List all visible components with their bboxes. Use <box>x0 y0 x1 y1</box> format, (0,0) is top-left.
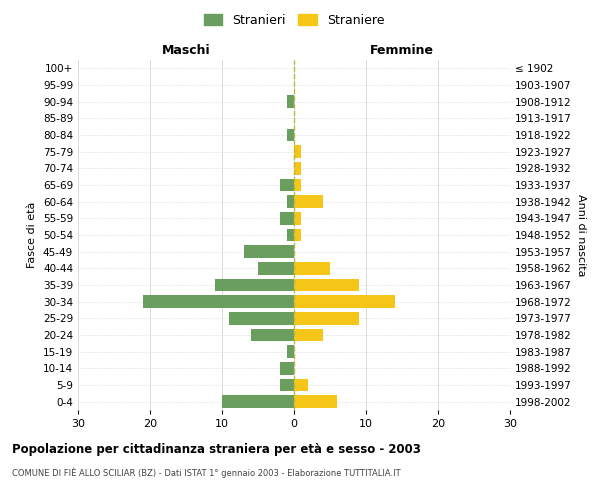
Bar <box>294 212 301 224</box>
Bar <box>143 296 294 308</box>
Bar <box>251 329 294 341</box>
Bar <box>287 229 294 241</box>
Bar <box>280 212 294 224</box>
Bar <box>294 296 395 308</box>
Bar <box>229 312 294 324</box>
Bar <box>280 179 294 192</box>
Bar <box>287 346 294 358</box>
Bar <box>244 246 294 258</box>
Legend: Stranieri, Straniere: Stranieri, Straniere <box>199 8 389 32</box>
Bar <box>287 196 294 208</box>
Bar <box>294 279 359 291</box>
Bar <box>294 312 359 324</box>
Text: Popolazione per cittadinanza straniera per età e sesso - 2003: Popolazione per cittadinanza straniera p… <box>12 442 421 456</box>
Bar <box>215 279 294 291</box>
Y-axis label: Anni di nascita: Anni di nascita <box>575 194 586 276</box>
Text: Femmine: Femmine <box>370 44 434 57</box>
Bar <box>294 196 323 208</box>
Bar <box>294 329 323 341</box>
Bar <box>294 396 337 408</box>
Bar <box>294 179 301 192</box>
Bar <box>294 379 308 391</box>
Bar <box>222 396 294 408</box>
Bar <box>280 379 294 391</box>
Bar <box>294 229 301 241</box>
Bar <box>294 162 301 174</box>
Text: Maschi: Maschi <box>161 44 211 57</box>
Y-axis label: Fasce di età: Fasce di età <box>28 202 37 268</box>
Bar <box>280 362 294 374</box>
Bar <box>287 129 294 141</box>
Bar <box>287 96 294 108</box>
Bar <box>294 262 330 274</box>
Bar <box>258 262 294 274</box>
Bar <box>294 146 301 158</box>
Text: COMUNE DI FIÈ ALLO SCILIAR (BZ) - Dati ISTAT 1° gennaio 2003 - Elaborazione TUTT: COMUNE DI FIÈ ALLO SCILIAR (BZ) - Dati I… <box>12 468 401 478</box>
